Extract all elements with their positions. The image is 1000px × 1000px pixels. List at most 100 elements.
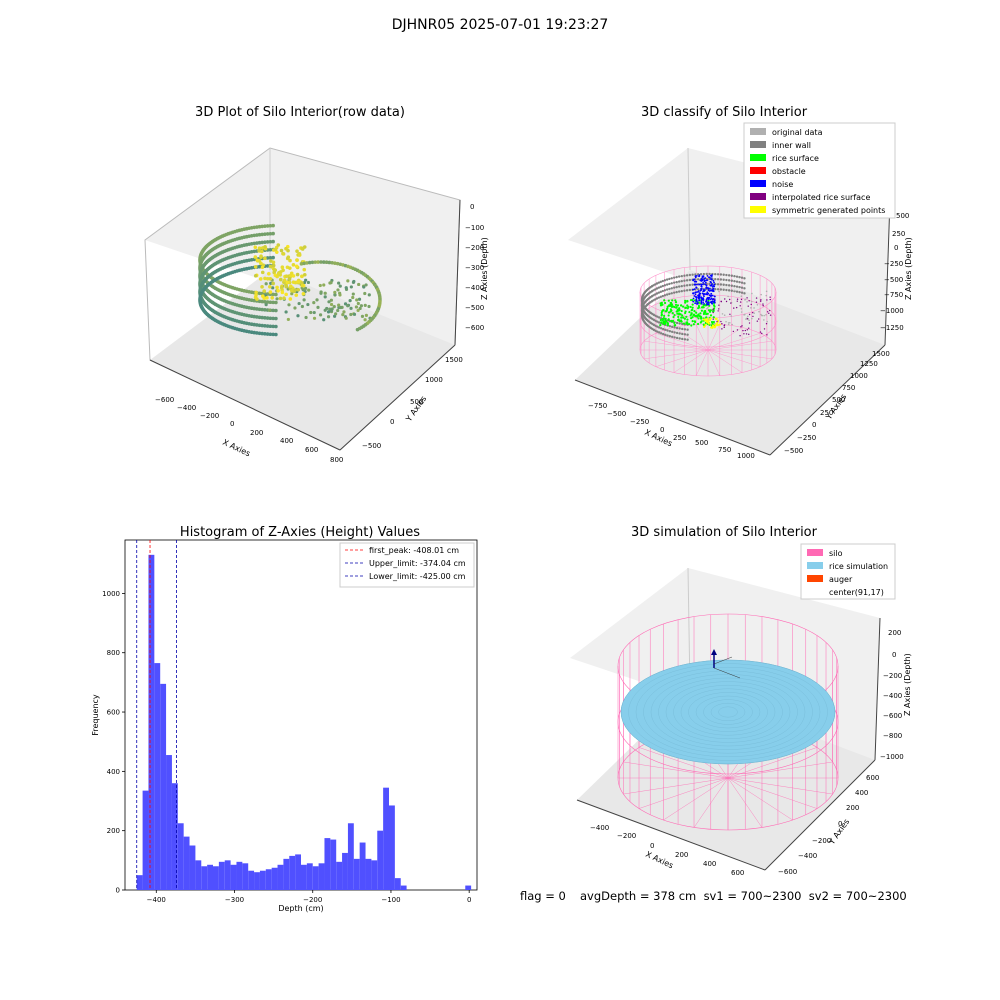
histogram-bar [377,830,384,890]
inner-wall-point [683,274,686,277]
noise-point [712,298,715,301]
inner-wall-point [670,282,673,285]
raw-point [201,264,206,268]
inner-wall-point [642,293,645,296]
raw-point [237,252,242,257]
rice-surface-point [686,318,689,321]
raw-point [288,285,292,290]
raw-point [224,248,229,253]
noise-point [700,278,703,281]
raw-point [368,318,373,323]
original-point [753,312,755,314]
raw-point [239,235,244,240]
legend-swatch-interpolated [750,193,766,200]
raw-point [204,268,209,273]
inner-wall-point [647,286,651,290]
raw-point [212,301,216,306]
raw-ztick: −500 [465,304,484,312]
inner-wall-point [668,287,671,291]
histogram-bar [265,869,272,890]
raw-point [198,261,203,266]
inner-wall-point [654,293,657,296]
symmetric-point [715,317,718,320]
rice-surface-point [694,315,697,318]
noise-point [707,301,710,304]
inner-wall-point [670,335,674,339]
inner-wall-point [642,302,646,305]
raw-point [204,252,209,257]
inner-wall-point [657,331,661,334]
inner-wall-point [738,290,741,294]
legend-label: obstacle [772,167,806,176]
noise-point [709,295,712,298]
raw-point [199,276,203,281]
raw-point [249,322,254,326]
raw-point [374,310,379,315]
raw-point [210,255,215,260]
raw-point [257,249,262,253]
raw-point [217,236,221,240]
rice-surface-point [707,322,711,325]
classify-ylabel: Y Axies [824,392,849,422]
noise-point [706,303,708,306]
raw-point [210,263,215,268]
rice-surface-point [676,318,680,322]
raw-point [252,257,257,262]
rice-surface-point [697,301,700,304]
raw-point [233,253,237,258]
raw-point [202,269,207,274]
silo-floor-spoke [727,777,833,795]
raw-point [355,327,360,332]
noise-point [710,297,713,300]
rice-surface-point [671,319,675,322]
inner-wall-point [743,282,746,285]
inner-wall-point [735,275,739,278]
raw-point [199,279,203,284]
raw-point [226,255,231,260]
raw-point [338,291,342,295]
raw-point [226,263,231,268]
raw-point [201,248,206,252]
raw-point [244,329,249,334]
noise-point [698,295,701,298]
simulation-zlabel: Z Axies (Depth) [903,653,912,716]
raw-point [247,289,251,294]
rice-surface-point [708,323,711,327]
inner-wall-point [665,283,669,286]
inner-wall-point [657,316,661,319]
inner-wall-point [641,313,645,316]
raw-point [351,295,355,300]
inner-wall-point [641,311,644,315]
rice-surface-point [712,316,715,319]
classify-ytick: 750 [842,384,855,392]
classify-ztick: 250 [892,230,905,238]
simulation-axes-box [570,567,881,871]
raw-point [327,300,331,304]
rice-surface-point [700,306,704,309]
raw-point [215,268,219,273]
rice-surface-point [668,304,671,307]
inner-wall-point [642,307,646,310]
raw-point [239,304,244,309]
raw-point [235,237,239,241]
rice-surface-point [699,302,702,305]
raw-point [302,292,306,297]
raw-point [201,291,205,295]
raw-point [215,279,219,284]
inner-wall-point [719,273,723,276]
inner-wall-point [730,279,734,282]
rice-surface-point [662,317,665,320]
inner-wall-point [641,309,645,312]
raw-point [260,331,264,336]
raw-point [260,307,264,312]
raw-point [328,281,332,285]
inner-wall-point [725,283,728,287]
raw-point [295,249,299,253]
raw-point [226,271,231,276]
raw-point [271,332,275,337]
raw-point [247,242,251,247]
symmetric-point [709,317,712,320]
raw-point [215,252,219,257]
noise-point [709,281,712,284]
histogram-ytick-label: 1000 [102,590,120,598]
